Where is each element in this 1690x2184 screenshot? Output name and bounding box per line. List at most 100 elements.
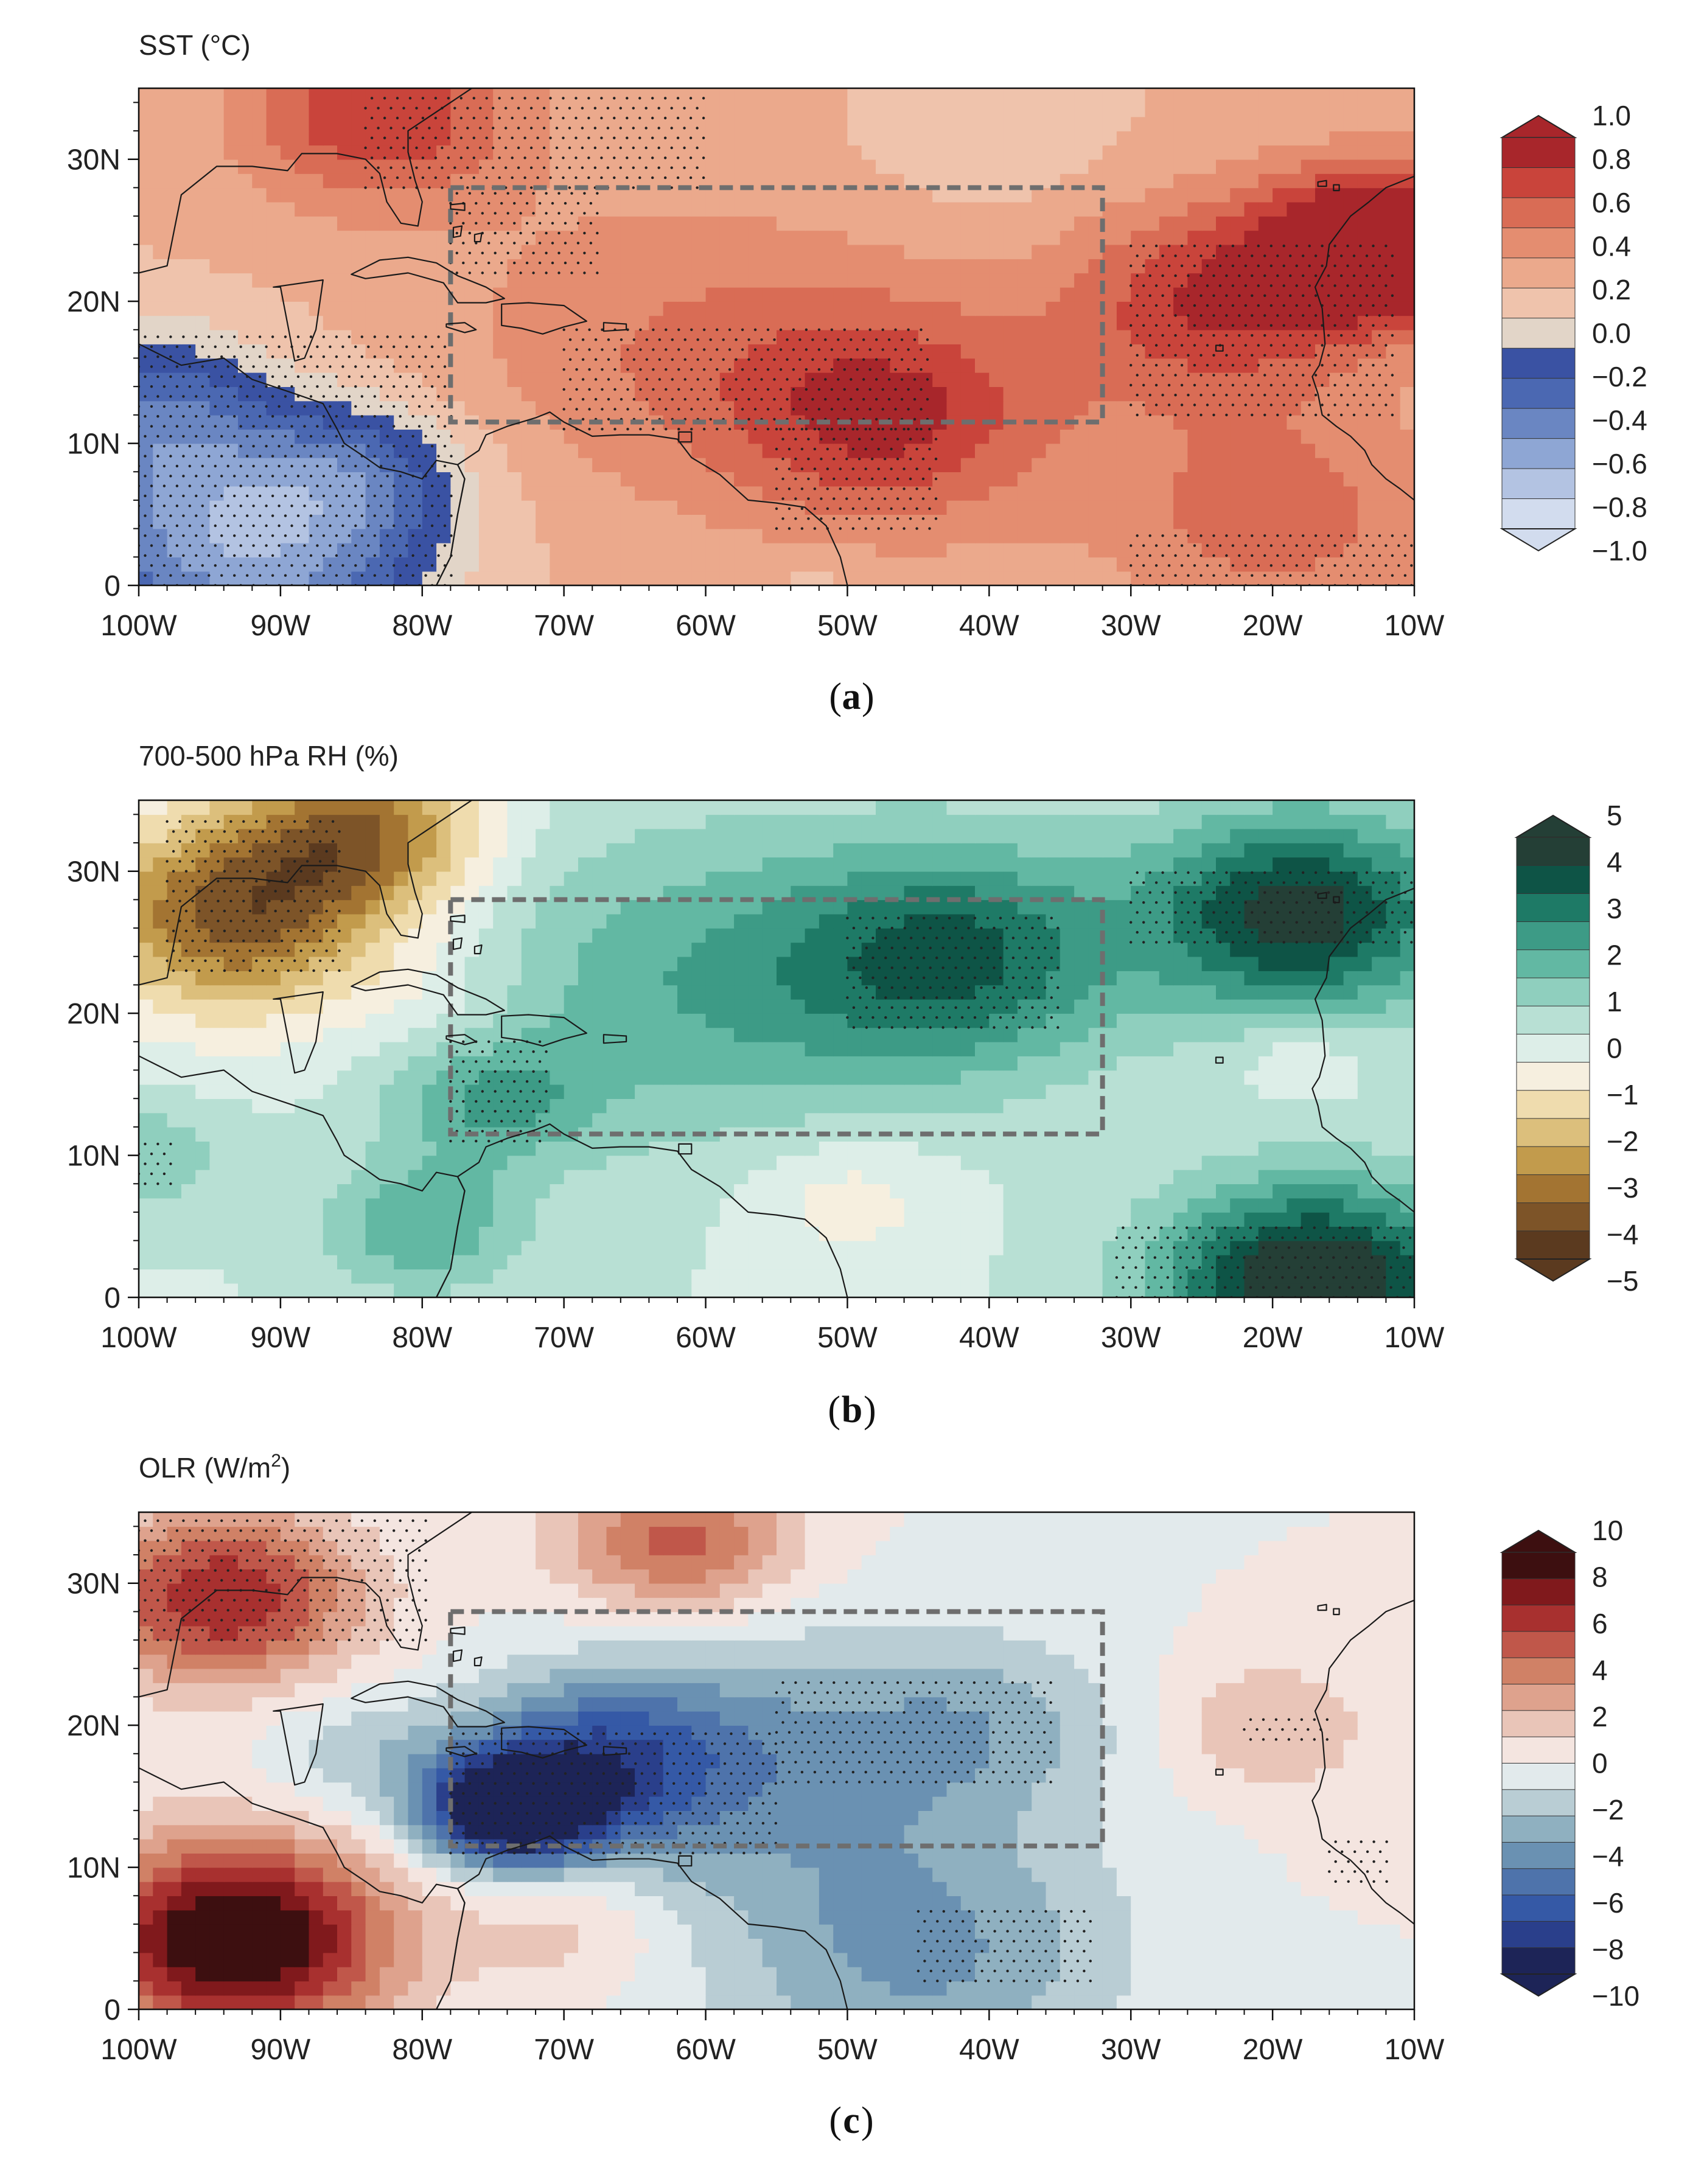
field-cell — [394, 145, 409, 160]
field-cell — [295, 216, 310, 231]
field-cell — [762, 472, 777, 487]
field-cell — [1201, 358, 1217, 373]
stipple-dot — [1180, 383, 1184, 387]
field-cell — [1003, 543, 1018, 558]
stipple-dot — [265, 365, 268, 368]
stipple-dot — [370, 176, 374, 180]
field-cell — [1060, 500, 1075, 515]
field-cell — [408, 259, 423, 274]
stipple-dot — [246, 514, 249, 517]
stipple-dot — [890, 507, 893, 511]
field-cell — [989, 301, 1004, 316]
stipple-dot — [716, 408, 719, 411]
stipple-dot — [677, 428, 680, 431]
field-cell — [578, 358, 593, 373]
field-cell — [1287, 457, 1302, 472]
field-cell — [805, 400, 820, 416]
field-cell — [464, 486, 480, 501]
stipple-dot — [386, 494, 389, 498]
stipple-dot — [214, 445, 217, 448]
stipple-dot — [1352, 274, 1356, 277]
stipple-dot — [386, 514, 389, 517]
field-cell — [181, 131, 196, 146]
field-cell — [1102, 145, 1117, 160]
stipple-dot — [1212, 334, 1215, 337]
stipple-dot — [226, 425, 229, 428]
stipple-dot — [214, 564, 217, 567]
field-cell — [536, 429, 551, 444]
stipple-dot — [1244, 324, 1248, 327]
field-cell — [337, 273, 352, 288]
field-cell — [748, 230, 763, 245]
field-cell — [238, 486, 253, 501]
field-cell — [847, 301, 862, 316]
stipple-dot — [613, 116, 616, 120]
stipple-dot — [683, 166, 686, 169]
stipple-dot — [1359, 244, 1362, 248]
panel-a-title: SST (°C) — [139, 29, 251, 61]
stipple-dot — [792, 408, 795, 411]
field-cell — [819, 116, 834, 131]
field-cell — [705, 486, 721, 501]
field-cell — [918, 230, 933, 245]
stipple-dot — [296, 534, 300, 537]
field-cell — [578, 187, 593, 203]
stipple-dot — [1308, 403, 1311, 406]
field-cell — [379, 400, 394, 416]
field-cell — [989, 102, 1004, 117]
stipple-dot — [741, 428, 744, 431]
stipple-dot — [252, 365, 255, 368]
stipple-dot — [309, 574, 313, 577]
field-cell — [791, 344, 806, 359]
stipple-dot — [1251, 334, 1254, 337]
stipple-dot — [182, 434, 185, 438]
stipple-dot — [576, 222, 580, 225]
stipple-dot — [588, 408, 591, 411]
stipple-dot — [322, 335, 326, 338]
stipple-dot — [156, 434, 159, 438]
field-cell — [550, 500, 565, 515]
stipple-dot — [1276, 354, 1279, 357]
field-cell — [564, 486, 579, 501]
field-cell — [975, 372, 990, 387]
field-cell — [946, 131, 962, 146]
stipple-dot — [837, 338, 840, 341]
stipple-dot — [201, 385, 204, 388]
field-cell — [1187, 201, 1203, 217]
field-cell — [1017, 201, 1032, 217]
stipple-dot — [459, 116, 463, 120]
stipple-dot — [601, 388, 604, 391]
field-cell — [464, 472, 480, 487]
stipple-dot — [632, 378, 636, 381]
field-cell — [167, 358, 182, 373]
field-cell — [139, 571, 154, 585]
stipple-dot — [389, 106, 393, 110]
field-cell — [295, 557, 310, 572]
stipple-dot — [1282, 324, 1285, 327]
field-cell — [1173, 216, 1189, 231]
field-cell — [748, 486, 763, 501]
field-cell — [833, 201, 848, 217]
field-cell — [1386, 216, 1401, 231]
stipple-dot — [703, 408, 706, 411]
field-cell — [620, 472, 635, 487]
field-cell — [181, 372, 196, 387]
field-cell — [209, 457, 225, 472]
field-cell — [1400, 287, 1414, 302]
field-cell — [932, 145, 948, 160]
field-cell — [266, 400, 281, 416]
field-cell — [578, 372, 593, 387]
stipple-dot — [523, 136, 526, 139]
field-cell — [705, 102, 721, 117]
stipple-dot — [862, 358, 865, 361]
field-cell — [989, 571, 1004, 585]
field-cell — [564, 187, 579, 203]
field-cell — [762, 557, 777, 572]
field-cell — [365, 230, 380, 245]
field-cell — [394, 372, 409, 387]
field-cell — [592, 543, 607, 558]
field-cell — [1386, 88, 1401, 103]
stipple-dot — [424, 514, 427, 517]
stipple-dot — [214, 504, 217, 508]
field-cell — [1003, 102, 1018, 117]
